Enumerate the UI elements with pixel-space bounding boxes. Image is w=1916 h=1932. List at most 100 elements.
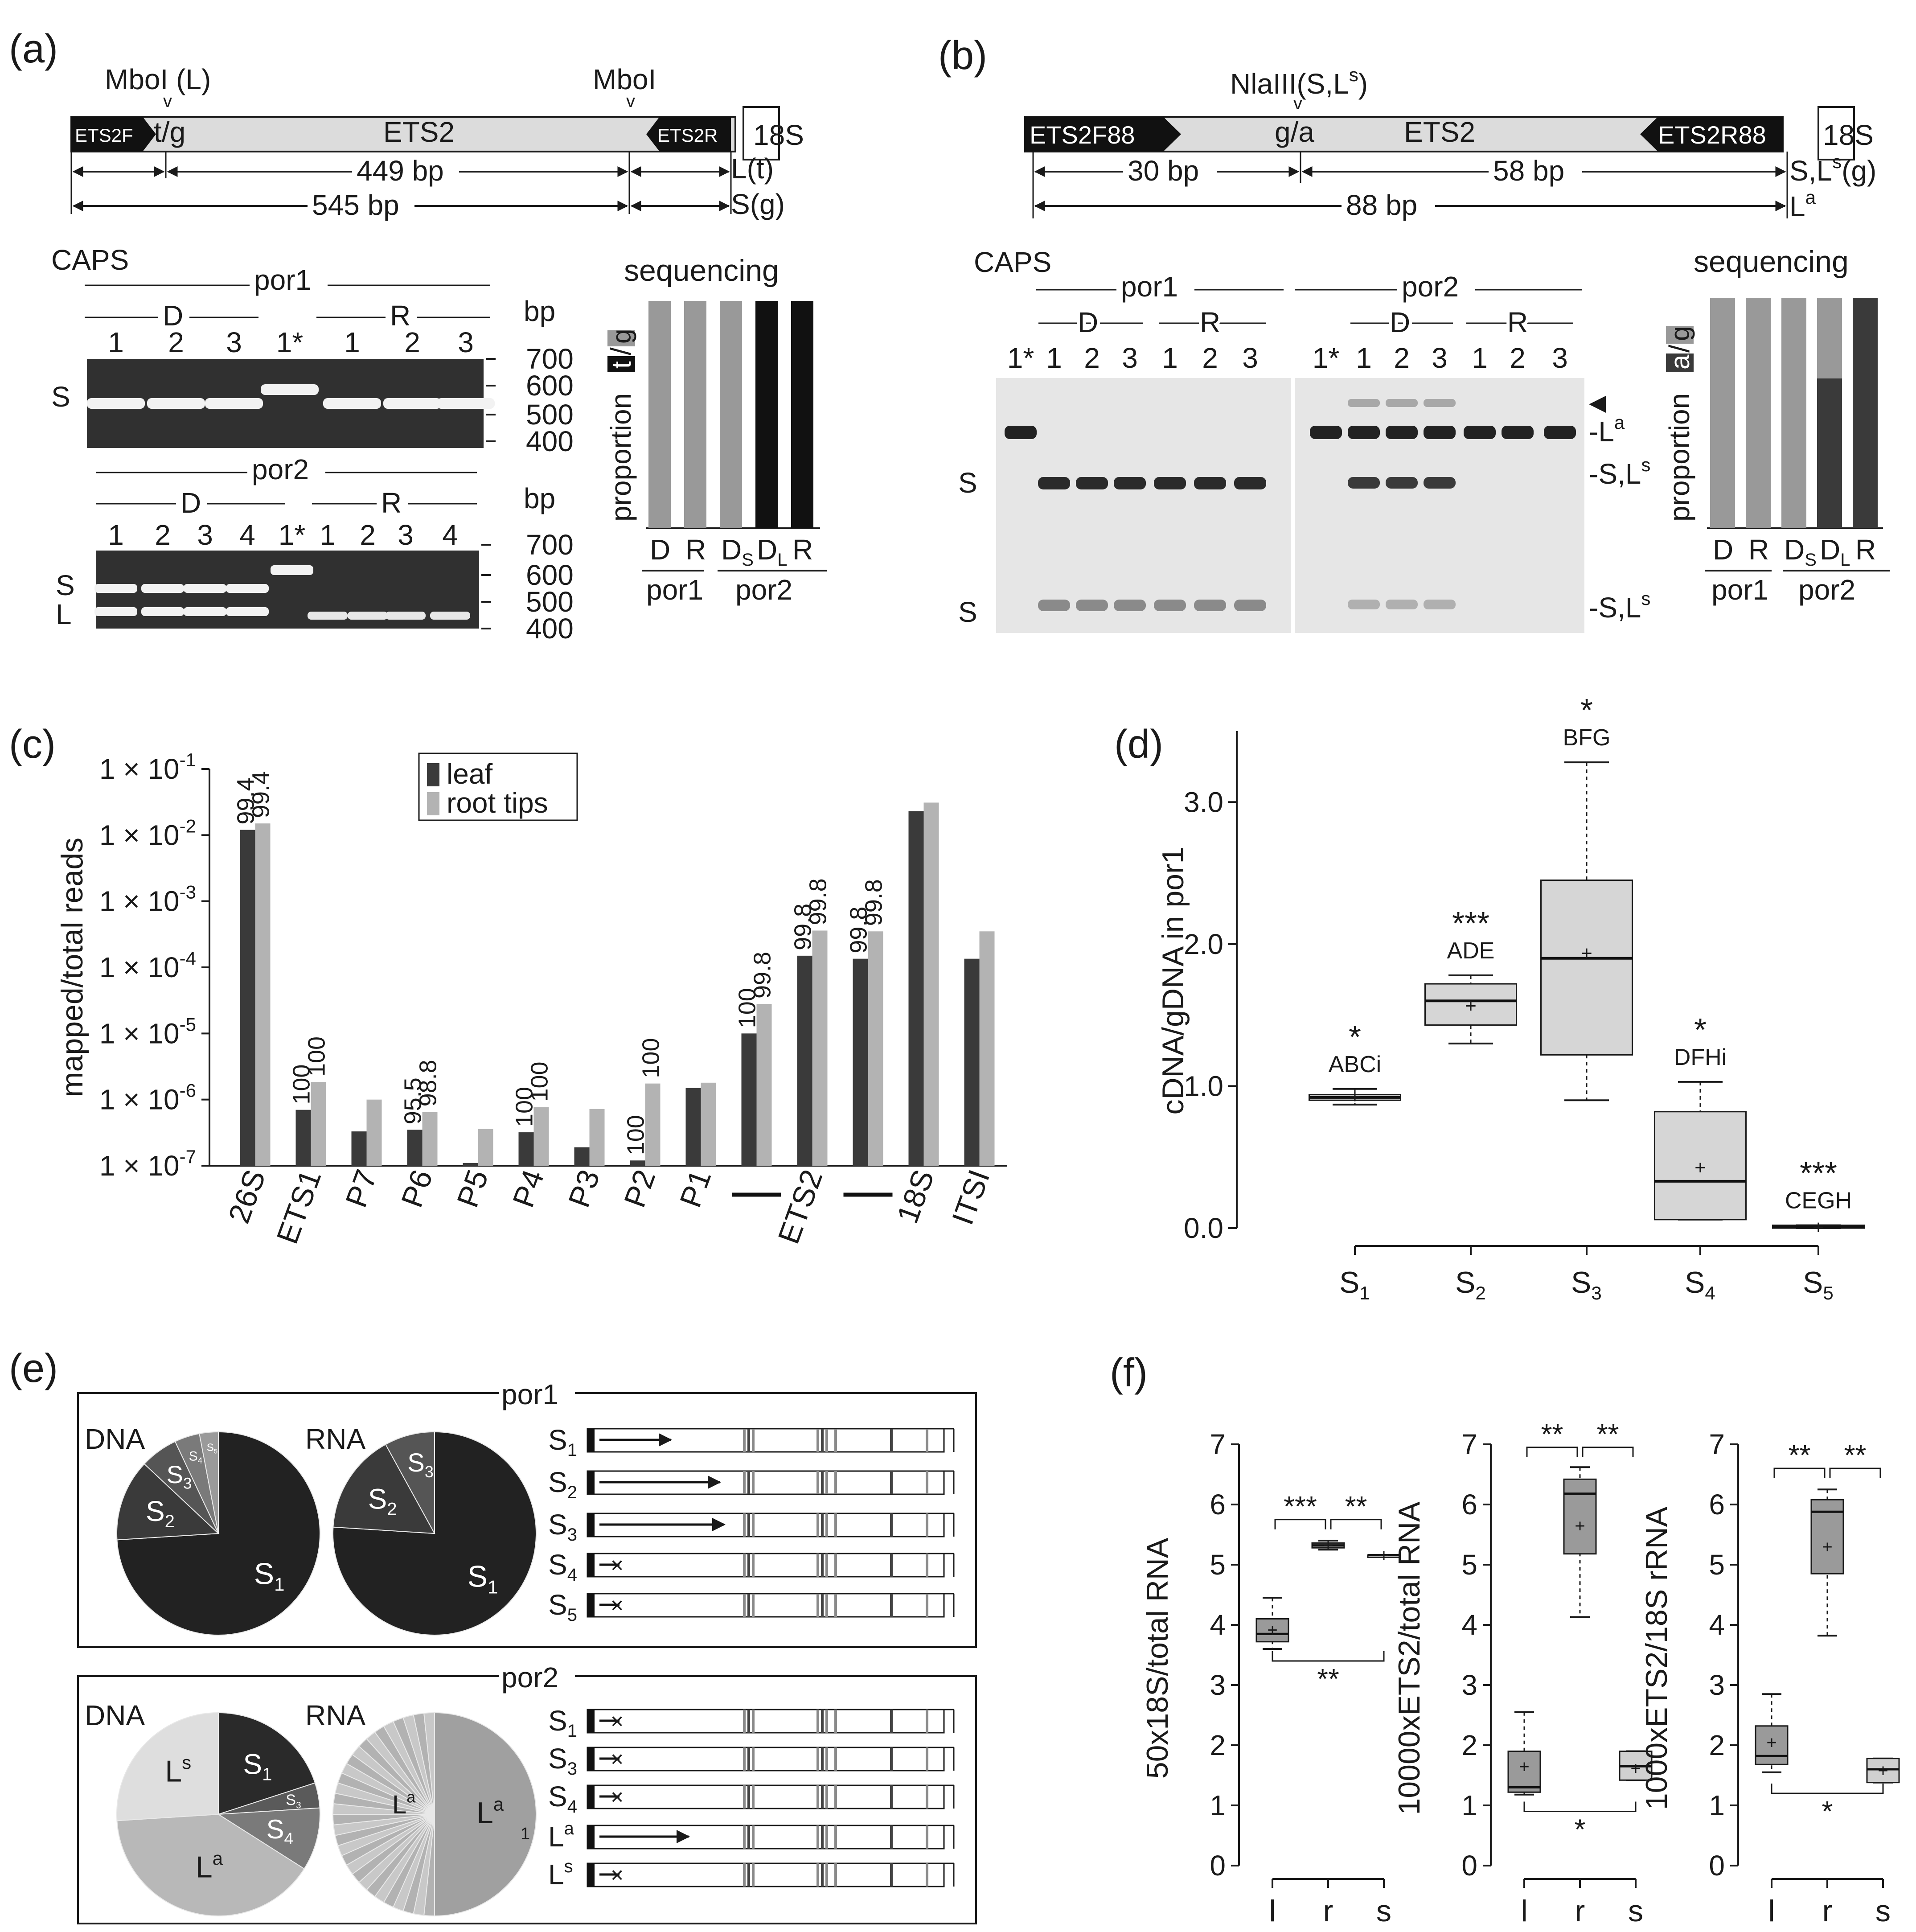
structure-bar [587, 1784, 945, 1809]
y-axis-label: cDNA/gDNA in por1 [1156, 847, 1190, 1115]
panel-b-label: (b) [938, 33, 987, 78]
arrowhead-marker: ◀ [1589, 390, 1606, 415]
pie-label: S3 [407, 1448, 434, 1481]
lane-label: 1 [108, 326, 124, 358]
ets2r-primer [646, 117, 731, 152]
bar-data-label: 95.5 [400, 1077, 427, 1124]
box [1255, 1618, 1289, 1643]
lane-label: 2 [1394, 342, 1410, 374]
letters-label: ABCi [1329, 1052, 1381, 1077]
r-label: R [1200, 306, 1220, 338]
sequencing-label: sequencing [624, 254, 779, 288]
gel-band [1038, 477, 1070, 489]
row-label: S2 [548, 1466, 577, 1502]
gel-por2 [1295, 378, 1584, 633]
seq-group-label: DL [1820, 534, 1850, 570]
gel-band [383, 398, 441, 409]
por2-lane-labels: 1 2 3 4 1* 1 2 3 4 [108, 519, 458, 551]
gel-band [1424, 477, 1456, 489]
y-tick-label: 1 × 10-7 [99, 1146, 196, 1182]
pie-label: S2 [368, 1483, 397, 1519]
slg-label: S,Ls(g) [1789, 151, 1876, 187]
legend-label: root tips [447, 787, 548, 819]
gel-band [1544, 426, 1576, 439]
mean-marker: + [1575, 1516, 1585, 1536]
y-tick-label: 4 [1709, 1609, 1725, 1641]
lane-label: 1* [276, 326, 304, 358]
gel-band [87, 398, 145, 409]
por1-lane-labels: 1 2 3 1* 1 2 3 [108, 326, 474, 358]
18s-label: 18S [753, 119, 804, 151]
panel-c: (c) 1 × 10-71 × 10-61 × 10-51 × 10-41 × … [9, 722, 1007, 1248]
lane-label: 1 [1046, 342, 1062, 374]
box [1866, 1758, 1900, 1784]
seq-bar-g [1817, 298, 1842, 378]
bar-root-tips [756, 1004, 772, 1166]
seq-group-label: R [1855, 534, 1876, 566]
letters-label: DFHi [1674, 1044, 1727, 1070]
y-tick-label: 5 [1210, 1549, 1226, 1581]
gel-band [1194, 477, 1226, 489]
bar-data-label: 99.8 [790, 904, 816, 950]
y-tick-label: 1 × 10-1 [99, 749, 196, 785]
x-tick-label: 18S [890, 1165, 941, 1228]
legend-swatch [427, 763, 439, 786]
significance-stars: ** [1345, 1490, 1367, 1522]
gel-band [386, 612, 426, 620]
bp545-label: 545 bp [312, 189, 399, 221]
structure-bar [587, 1553, 945, 1578]
y-tick-label: 3.0 [1184, 786, 1223, 818]
gel-band [1114, 600, 1146, 611]
structure-start [587, 1429, 595, 1452]
bar-root-tips [645, 1083, 661, 1166]
significance-bracket [1582, 1447, 1634, 1457]
row-label: S5 [548, 1589, 577, 1625]
gel-band [1348, 477, 1380, 489]
panel-e-label: (e) [9, 1346, 58, 1391]
mean-marker: + [1822, 1537, 1832, 1557]
lane-label: 1 [1472, 342, 1488, 374]
cross-marker: × [611, 1784, 624, 1809]
r-label: R [1507, 306, 1528, 338]
pie-label: S1 [468, 1560, 498, 1598]
gel-band [1234, 477, 1266, 489]
gel-por1 [996, 378, 1291, 633]
gel-por2-bands [94, 565, 470, 620]
ladder-value: 500 [526, 399, 574, 431]
bar-leaf [351, 1131, 367, 1166]
gel-band [1464, 426, 1496, 439]
lane-label: 1 [320, 519, 336, 551]
mboi-right-caret: v [626, 91, 635, 111]
y-tick-label: 7 [1210, 1428, 1226, 1460]
seq-por1-label: por1 [1711, 574, 1768, 606]
seq-group-label: DS [721, 534, 754, 570]
gel-band [348, 612, 388, 620]
ets2r88-label: ETS2R88 [1658, 121, 1766, 149]
mean-marker: + [1581, 942, 1592, 964]
la-label: La [1789, 187, 1816, 222]
significance-bracket [1272, 1651, 1385, 1662]
por2-label: por2 [252, 453, 309, 485]
sequencing-label: sequencing [1694, 245, 1849, 279]
mean-marker: + [1813, 1217, 1824, 1238]
bar-data-label: 99.8 [861, 879, 887, 926]
row-label: S4 [548, 1780, 577, 1817]
bar-data-label: 100 [623, 1115, 649, 1155]
bp-label: bp [524, 295, 555, 327]
bp-label: bp [524, 482, 555, 514]
y-tick-label: 1 × 10-5 [99, 1014, 196, 1049]
pie-slice [217, 1807, 320, 1870]
gel-band [141, 584, 184, 593]
svg-text:g: g [1665, 326, 1695, 341]
x-tick-label: ETS1 [270, 1165, 328, 1248]
pie-slice [199, 1431, 219, 1534]
y-tick-label: 1.0 [1184, 1070, 1223, 1102]
row-label: S3 [548, 1509, 577, 1545]
ladder-value: 700 [526, 343, 574, 375]
y-tick-label: 0 [1210, 1850, 1226, 1882]
pie-label: S4 [267, 1814, 294, 1848]
